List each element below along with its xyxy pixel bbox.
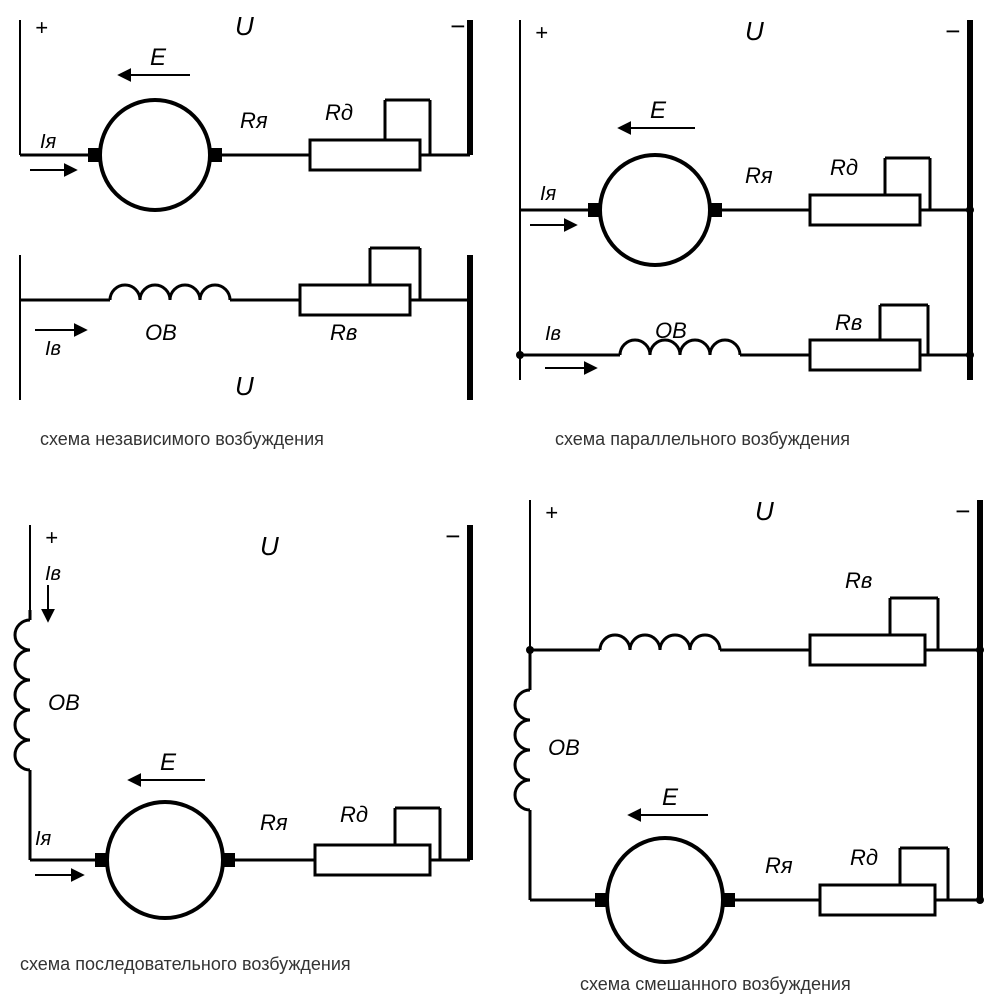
i-armature: Iя bbox=[35, 828, 52, 850]
rheostat-rv-icon bbox=[810, 635, 925, 665]
panel-independent: + U − Iя E Rя Rд Iв О bbox=[20, 11, 470, 449]
panel-compound: + U − Rв ОВ E Rя Rд схем bbox=[515, 496, 984, 994]
voltage-u: U bbox=[260, 531, 279, 561]
emf-e: E bbox=[650, 97, 667, 124]
panel-parallel: + U − Iя E Rя Rд Iв ОВ Rв с bbox=[516, 16, 974, 449]
voltage-u: U bbox=[755, 496, 774, 526]
r-armature: Rя bbox=[765, 853, 793, 878]
series-coil-icon bbox=[515, 690, 530, 810]
plus-sign: + bbox=[35, 15, 48, 40]
voltage-u2: U bbox=[235, 371, 254, 401]
r-add: Rд bbox=[830, 155, 858, 180]
i-armature: Iя bbox=[540, 183, 557, 205]
emf-e: E bbox=[662, 784, 679, 811]
i-field: Iв bbox=[545, 323, 561, 345]
dc-motor-excitation-schemes: + U − Iя E Rя Rд Iв О bbox=[0, 0, 1000, 1000]
ob-label: ОВ bbox=[655, 318, 687, 343]
r-field: Rв bbox=[330, 320, 357, 345]
r-armature: Rя bbox=[240, 108, 268, 133]
caption-independent: схема независимого возбуждения bbox=[40, 429, 324, 449]
shunt-coil-icon bbox=[600, 635, 720, 650]
minus-sign: − bbox=[450, 11, 465, 41]
field-coil-icon bbox=[15, 620, 30, 770]
plus-sign: + bbox=[535, 20, 548, 45]
panel-series: + U − Iв ОВ Iя E Rя Rд схема последовате… bbox=[15, 521, 470, 974]
armature-icon bbox=[607, 838, 723, 962]
rheostat-rd-icon bbox=[310, 140, 420, 170]
rheostat-rd-icon bbox=[810, 195, 920, 225]
ob-label: ОВ bbox=[548, 735, 580, 760]
voltage-u: U bbox=[745, 16, 764, 46]
r-armature: Rя bbox=[260, 810, 288, 835]
r-field: Rв bbox=[845, 568, 872, 593]
caption-series: схема последовательного возбуждения bbox=[20, 954, 351, 974]
plus-sign: + bbox=[45, 525, 58, 550]
r-add: Rд bbox=[340, 802, 368, 827]
caption-parallel: схема параллельного возбуждения bbox=[555, 429, 850, 449]
voltage-u: U bbox=[235, 11, 254, 41]
emf-e: E bbox=[160, 749, 177, 776]
armature-icon bbox=[107, 802, 223, 918]
rheostat-rd-icon bbox=[820, 885, 935, 915]
rheostat-rv-icon bbox=[300, 285, 410, 315]
field-coil-icon bbox=[110, 285, 230, 300]
rheostat-rv-icon bbox=[810, 340, 920, 370]
plus-sign: + bbox=[545, 500, 558, 525]
r-add: Rд bbox=[850, 845, 878, 870]
minus-sign: − bbox=[945, 16, 960, 46]
r-add: Rд bbox=[325, 100, 353, 125]
emf-e: E bbox=[150, 44, 167, 71]
armature-icon bbox=[600, 155, 710, 265]
i-armature: Iя bbox=[40, 131, 57, 153]
minus-sign: − bbox=[955, 496, 970, 526]
rheostat-rd-icon bbox=[315, 845, 430, 875]
minus-sign: − bbox=[445, 521, 460, 551]
ob-label: ОВ bbox=[48, 690, 80, 715]
r-armature: Rя bbox=[745, 163, 773, 188]
i-field: Iв bbox=[45, 563, 61, 585]
r-field: Rв bbox=[835, 310, 862, 335]
caption-compound: схема смешанного возбуждения bbox=[580, 974, 851, 994]
i-field: Iв bbox=[45, 338, 61, 360]
ob-label: ОВ bbox=[145, 320, 177, 345]
armature-icon bbox=[100, 100, 210, 210]
